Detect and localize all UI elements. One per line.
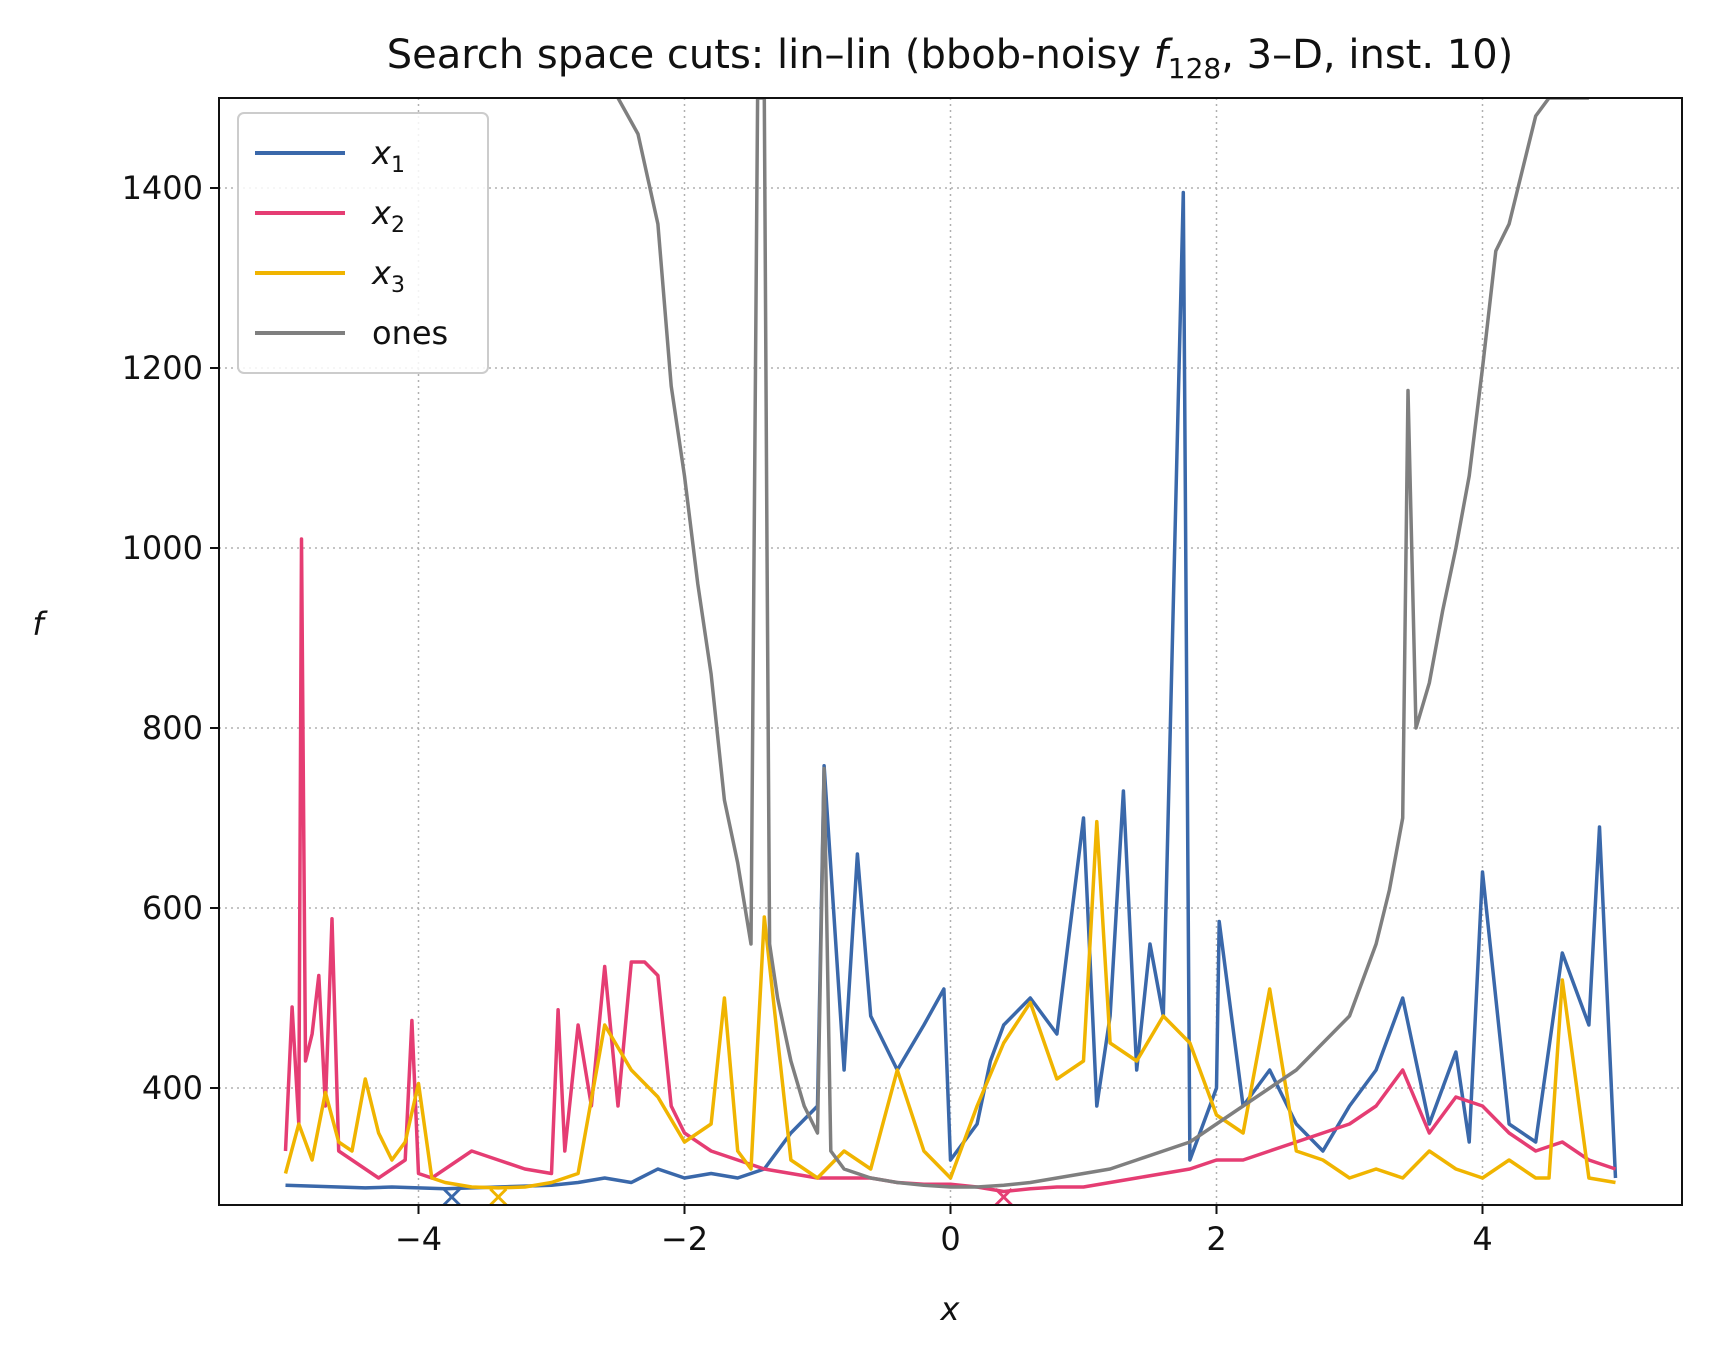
y-axis: 400 600 800 1000 1200 1400 (122, 169, 219, 1107)
legend-entry-x2: x2 (255, 194, 405, 238)
series-line-x2 (283, 537, 1617, 1194)
legend-entry-ones: ones (255, 314, 448, 352)
y-tick-label: 1400 (122, 169, 203, 207)
x-tick-label: 4 (1472, 1220, 1492, 1258)
y-tick-label: 600 (142, 889, 203, 927)
legend-label: x1 (371, 134, 405, 178)
x-tick-label: −2 (661, 1220, 708, 1258)
legend: x1 x2 x3 ones (237, 112, 489, 374)
x-tick-label: −4 (395, 1220, 442, 1258)
series-line-x1 (285, 190, 1618, 1191)
optimum-markers (442, 1187, 1013, 1207)
x-axis: −4 −2 0 2 4 (395, 1205, 1493, 1258)
legend-label: ones (372, 314, 448, 352)
y-tick-label: 1200 (122, 349, 203, 387)
y-tick-label: 400 (142, 1069, 203, 1107)
x-tick-label: 2 (1206, 1220, 1226, 1258)
chart-title: Search space cuts: lin–lin (bbob-noisy f… (387, 32, 1514, 85)
series-line-x3 (283, 819, 1616, 1190)
legend-box (237, 112, 489, 374)
x-axis-label: x (940, 1290, 961, 1328)
x-tick-label: 0 (940, 1220, 960, 1258)
series-line-ones (616, 98, 1589, 1189)
legend-entry-x1: x1 (255, 134, 405, 178)
legend-label: x3 (371, 254, 405, 298)
y-tick-label: 800 (142, 709, 203, 747)
plot-area (283, 98, 1618, 1194)
optimum-marker (442, 1187, 461, 1207)
y-axis-label: f (32, 605, 48, 643)
y-tick-label: 1000 (122, 529, 203, 567)
grid (219, 98, 1682, 1205)
optimum-marker (489, 1187, 508, 1207)
legend-entry-x3: x3 (255, 254, 405, 298)
legend-label: x2 (371, 194, 405, 238)
optimum-marker (994, 1187, 1013, 1207)
